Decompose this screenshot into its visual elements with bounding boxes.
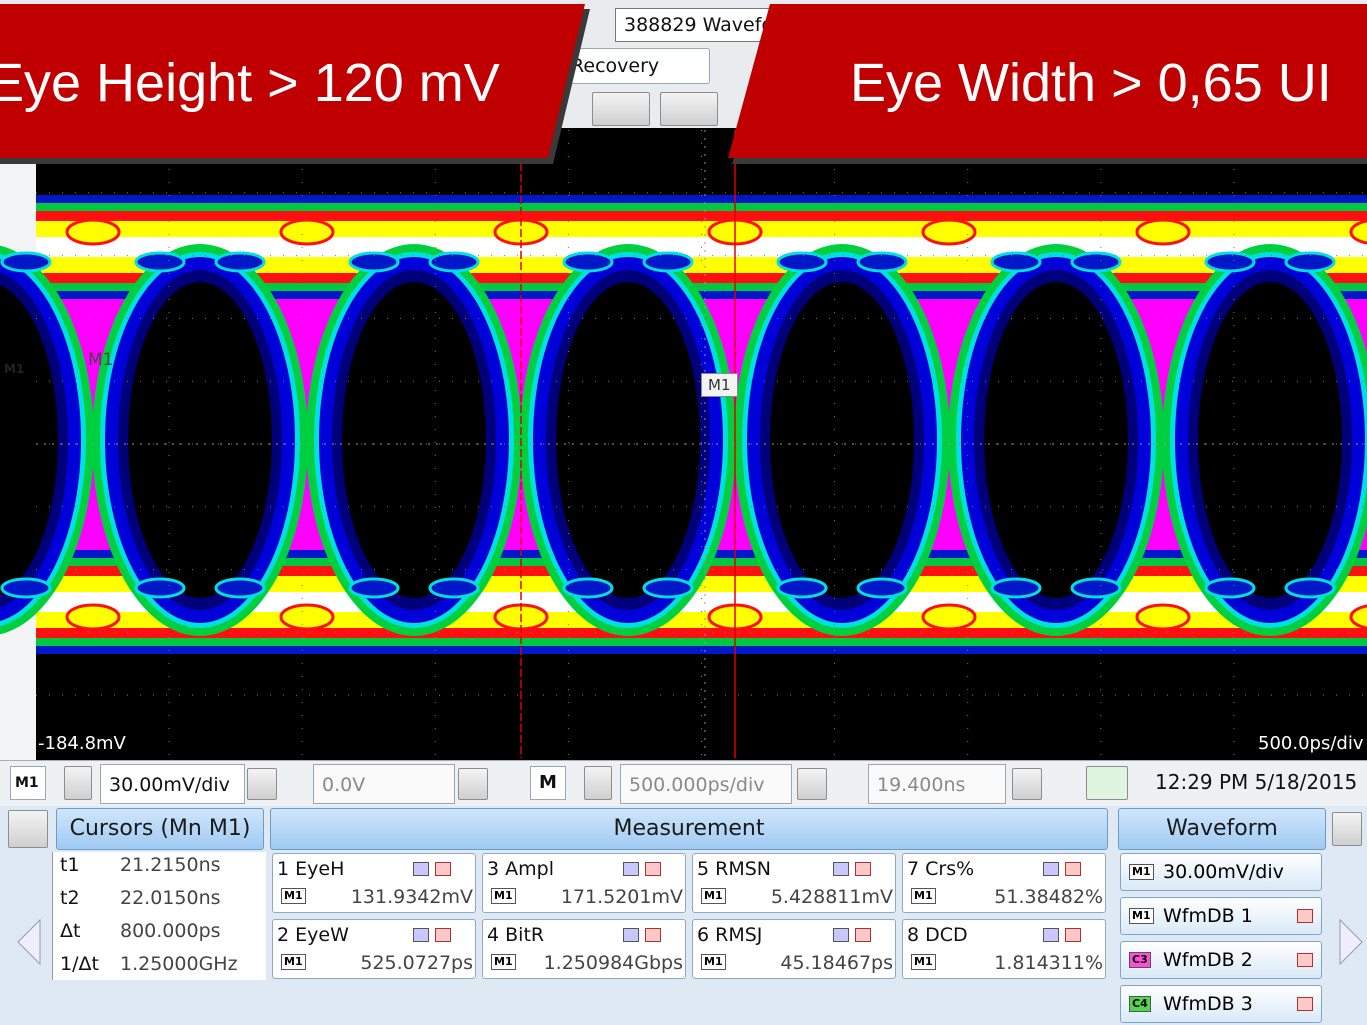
thermo-icon[interactable] [1086, 766, 1128, 800]
status-icon [413, 862, 429, 876]
status-icon [1297, 997, 1313, 1011]
band-loop [1137, 605, 1189, 629]
band-loop [350, 579, 398, 597]
offset-label: -184.8mV [38, 733, 126, 754]
band-loop [430, 253, 478, 271]
status-icon [1065, 862, 1081, 876]
band-loop [216, 253, 264, 271]
trace-marker: M1 [4, 362, 24, 376]
waveform-label: WfmDB 3 [1163, 986, 1253, 1022]
nav-arrows [0, 880, 1367, 980]
band-loop [564, 579, 612, 597]
eye-opening [1198, 282, 1342, 598]
measurement-label: 7 Crs% [907, 858, 974, 880]
eye-opening [770, 282, 914, 598]
dropdown-arrow[interactable] [64, 766, 92, 800]
cursors-header[interactable]: Cursors (Mn M1) [56, 808, 264, 850]
status-icon [1043, 862, 1059, 876]
eye-opening [984, 282, 1128, 598]
band-loop [923, 220, 975, 244]
band-loop [281, 220, 333, 244]
timebase-label: 500.0ps/div [1258, 733, 1363, 754]
band-loop [992, 253, 1040, 271]
waveform-item[interactable]: C4 WfmDB 3 [1120, 985, 1322, 1023]
eye-opening [342, 282, 486, 598]
measurement-label: 5 RMSN [697, 858, 771, 880]
eye-opening [128, 282, 272, 598]
calc-icon[interactable] [1012, 768, 1042, 800]
band-loop [67, 220, 119, 244]
status-icon [833, 862, 849, 876]
band-loop [1137, 220, 1189, 244]
source-badge[interactable]: M1 [10, 766, 46, 800]
status-icon [645, 862, 661, 876]
band-loop [216, 579, 264, 597]
window-icon[interactable] [1332, 812, 1362, 846]
cursor-tag: M1 [701, 373, 738, 397]
band-loop [923, 605, 975, 629]
band-loop [2, 253, 50, 271]
calc-icon[interactable] [458, 768, 488, 800]
trace-label: M1 [88, 350, 113, 370]
band-loop [992, 579, 1040, 597]
status-icon [623, 862, 639, 876]
band-loop [564, 253, 612, 271]
band-loop [281, 605, 333, 629]
waveform-badge: M1 [1129, 864, 1154, 880]
waveform-badge: C4 [1129, 996, 1151, 1012]
band-loop [136, 253, 184, 271]
offset[interactable]: 0.0V [313, 764, 455, 804]
vertical-scale[interactable]: 30.00mV/div [100, 764, 245, 804]
band-loop [644, 253, 692, 271]
measurement-label: 1 EyeH [277, 858, 344, 880]
status-icon [855, 862, 871, 876]
band-loop [2, 579, 50, 597]
band-loop [858, 579, 906, 597]
measurement-label: 3 Ampl [487, 858, 554, 880]
calc-icon[interactable] [797, 768, 827, 800]
status-icon [435, 862, 451, 876]
banner-right-text: Eye Width > 0,65 UI [850, 52, 1332, 114]
calc-icon[interactable] [247, 768, 277, 800]
band-loop [430, 579, 478, 597]
band-loop [1206, 579, 1254, 597]
band-loop [778, 253, 826, 271]
cursor-name: t1 [60, 854, 80, 876]
eye-opening [556, 282, 700, 598]
arrow-right[interactable] [1340, 920, 1362, 964]
band-loop [136, 579, 184, 597]
dropdown-arrow[interactable] [584, 766, 612, 800]
band-loop [1206, 253, 1254, 271]
waveform-header[interactable]: Waveform [1118, 808, 1326, 850]
screenshot: 388829 Wavefok RecoveryM1M1M1-184.8mV500… [0, 0, 1367, 1025]
band-loop [778, 579, 826, 597]
timestamp: 12:29 PM 5/18/2015 [1155, 770, 1357, 794]
band-loop [1286, 579, 1334, 597]
band-loop [67, 605, 119, 629]
position[interactable]: 19.400ns [868, 764, 1006, 804]
banner-left-text: Eye Height > 120 mV [0, 52, 500, 114]
band-loop [1072, 579, 1120, 597]
band-loop [1072, 253, 1120, 271]
arrow-left[interactable] [18, 920, 40, 964]
measurement-header[interactable]: Measurement [270, 808, 1108, 850]
cursor-value: 21.2150ns [120, 854, 221, 876]
menu-icon[interactable] [8, 810, 48, 848]
horizontal-scale[interactable]: 500.000ps/div [620, 764, 792, 804]
math-button[interactable]: M [530, 766, 566, 800]
band-loop [644, 579, 692, 597]
